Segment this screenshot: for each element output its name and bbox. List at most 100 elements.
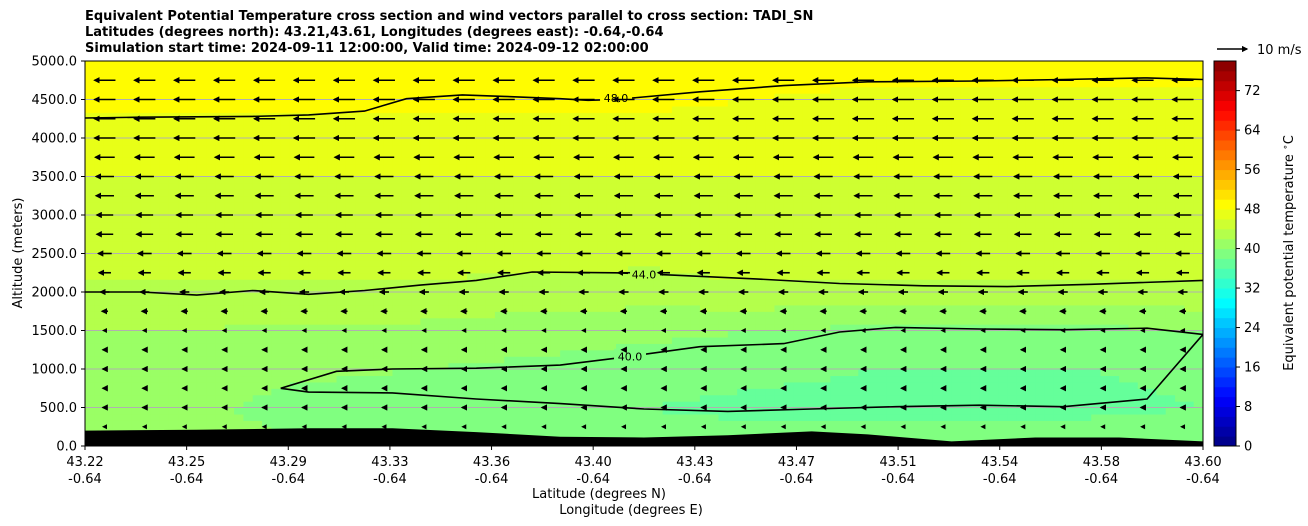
theta-cell	[336, 349, 347, 357]
theta-cell	[1091, 349, 1102, 357]
theta-cell	[709, 202, 720, 210]
theta-cell	[932, 195, 943, 203]
theta-cell	[578, 272, 589, 280]
theta-cell	[494, 356, 505, 364]
theta-cell	[243, 330, 254, 338]
theta-cell	[1175, 413, 1185, 421]
theta-cell	[494, 381, 505, 389]
theta-cell	[168, 221, 179, 229]
theta-cell	[727, 189, 738, 197]
theta-cell	[262, 266, 272, 274]
theta-cell	[476, 195, 487, 203]
theta-cell	[308, 202, 319, 210]
theta-cell	[131, 176, 142, 184]
theta-cell	[308, 272, 319, 280]
theta-cell	[420, 240, 431, 248]
theta-cell	[234, 227, 244, 235]
theta-cell	[150, 272, 161, 280]
theta-cell	[765, 240, 776, 248]
theta-cell	[252, 195, 263, 203]
theta-cell	[979, 311, 990, 319]
theta-cell	[1025, 304, 1036, 312]
theta-cell	[1147, 426, 1158, 434]
theta-cell	[532, 420, 543, 428]
theta-cell	[1165, 336, 1176, 344]
theta-cell	[541, 202, 552, 210]
theta-cell	[578, 330, 589, 338]
theta-cell	[1137, 259, 1148, 267]
theta-cell	[140, 259, 151, 267]
theta-cell	[681, 253, 692, 261]
theta-cell	[513, 272, 524, 280]
theta-cell	[1091, 420, 1102, 428]
theta-cell	[988, 369, 999, 377]
theta-cell	[131, 259, 142, 267]
theta-cell	[1035, 208, 1046, 216]
theta-cell	[690, 324, 701, 332]
theta-cell	[867, 272, 878, 280]
theta-cell	[504, 388, 515, 396]
theta-cell	[1091, 202, 1102, 210]
theta-cell	[718, 426, 729, 434]
theta-cell	[532, 292, 543, 300]
theta-cell	[299, 349, 310, 357]
theta-cell	[876, 285, 887, 293]
theta-cell	[327, 202, 338, 210]
theta-cell	[112, 394, 123, 402]
theta-cell	[755, 394, 766, 402]
theta-cell	[923, 375, 934, 383]
theta-cell	[895, 221, 906, 229]
theta-cell	[1025, 349, 1036, 357]
theta-cell	[541, 189, 552, 197]
theta-cell	[485, 343, 496, 351]
theta-cell	[327, 227, 338, 235]
theta-cell	[103, 381, 114, 389]
theta-cell	[1072, 317, 1083, 325]
theta-cell	[1044, 407, 1055, 415]
theta-cell	[783, 362, 794, 370]
theta-cell	[150, 195, 161, 203]
theta-cell	[103, 208, 114, 216]
theta-cell	[476, 324, 487, 332]
theta-cell	[1063, 362, 1074, 370]
theta-cell	[960, 189, 971, 197]
theta-cell	[439, 362, 449, 370]
theta-cell	[541, 394, 552, 402]
theta-cell	[271, 202, 282, 210]
theta-cell	[383, 343, 394, 351]
theta-cell	[746, 272, 757, 280]
theta-cell	[848, 349, 859, 357]
theta-cell	[94, 381, 105, 389]
theta-cell	[895, 279, 906, 287]
theta-cell	[541, 176, 552, 184]
theta-cell	[653, 279, 664, 287]
theta-cell	[560, 330, 571, 338]
theta-cell	[457, 388, 468, 396]
theta-cell	[224, 215, 235, 223]
theta-cell	[988, 426, 999, 434]
theta-cell	[504, 401, 515, 409]
theta-cell	[466, 279, 477, 287]
theta-cell	[1081, 279, 1092, 287]
theta-cell	[1128, 292, 1139, 300]
theta-cell	[681, 381, 692, 389]
theta-cell	[243, 176, 254, 184]
theta-cell	[811, 317, 822, 325]
theta-cell	[597, 266, 608, 274]
theta-cell	[970, 234, 980, 242]
theta-cell	[550, 279, 561, 287]
theta-cell	[1147, 401, 1158, 409]
theta-cell	[159, 202, 170, 210]
theta-cell	[560, 324, 571, 332]
theta-cell	[774, 221, 785, 229]
theta-cell	[588, 324, 599, 332]
theta-cell	[867, 227, 878, 235]
theta-cell	[1025, 413, 1036, 421]
theta-cell	[904, 407, 915, 415]
theta-cell	[1128, 317, 1139, 325]
theta-cell	[979, 279, 990, 287]
theta-cell	[299, 234, 310, 242]
theta-cell	[457, 336, 468, 344]
theta-cell	[345, 182, 356, 190]
theta-cell	[765, 247, 776, 255]
